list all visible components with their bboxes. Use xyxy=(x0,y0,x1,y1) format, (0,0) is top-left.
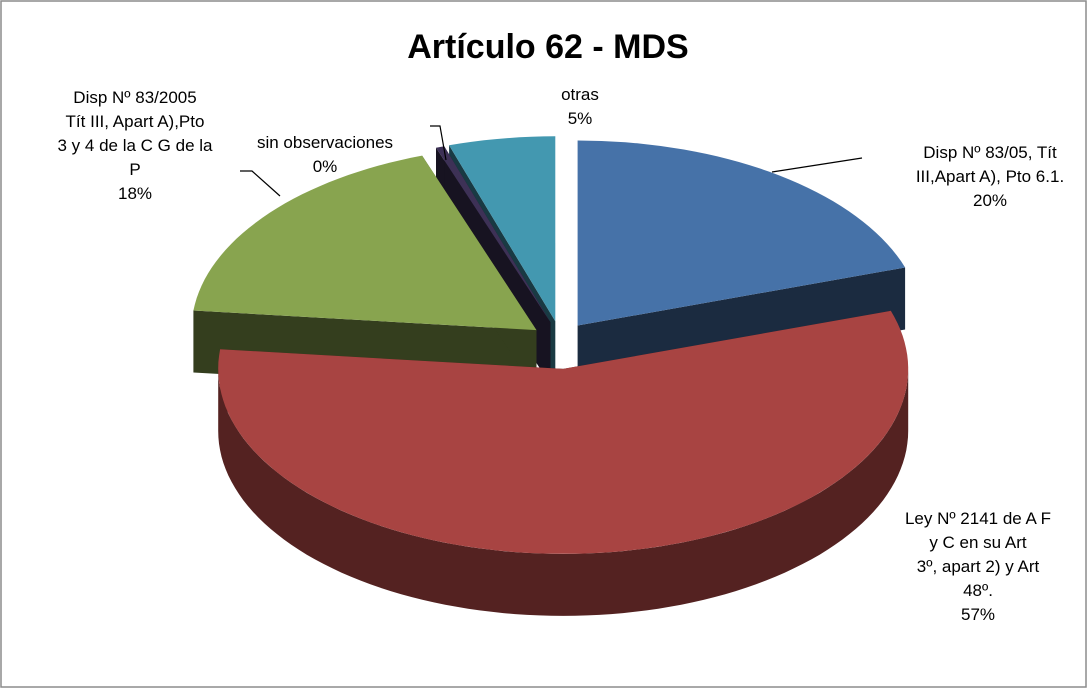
data-label-line: III,Apart A), Pto 6.1. xyxy=(916,167,1064,186)
leader-line xyxy=(240,170,281,197)
data-label-line: y C en su Art xyxy=(929,533,1027,552)
data-label-line: sin observaciones xyxy=(257,133,393,152)
data-label: Ley Nº 2141 de A F y C en su Art 3º, apart… xyxy=(905,509,1051,624)
data-label-line: 48º. xyxy=(963,581,993,600)
leader-line xyxy=(430,125,447,161)
data-label: sin observaciones 0% xyxy=(257,133,393,176)
data-label-line: 3º, apart 2) y Art xyxy=(917,557,1040,576)
slice-top xyxy=(193,155,537,331)
data-label-line: Disp Nº 83/2005 xyxy=(73,88,196,107)
data-label: otras 5% xyxy=(561,85,599,128)
leader-line xyxy=(771,157,863,173)
slice-top xyxy=(436,146,551,323)
data-label: Disp Nº 83/05, Tít III,Apart A), Pto 6.1.… xyxy=(916,143,1064,210)
slice-top xyxy=(218,310,909,554)
data-label-value: 0% xyxy=(313,157,338,176)
data-label-line: Ley Nº 2141 de A F xyxy=(905,509,1051,528)
data-label-line: otras xyxy=(561,85,599,104)
chart-title: Artículo 62 - MDS xyxy=(407,28,688,66)
slice-top xyxy=(449,136,556,322)
data-label-line: Disp Nº 83/05, Tít xyxy=(923,143,1057,162)
data-label-value: 18% xyxy=(118,184,152,203)
slice-outer-wall xyxy=(218,368,909,616)
data-label-value: 57% xyxy=(961,605,995,624)
data-label-value: 5% xyxy=(568,109,593,128)
data-label-value: 20% xyxy=(973,191,1007,210)
data-label-line: P xyxy=(129,160,140,179)
data-label-line: 3 y 4 de la C G de la xyxy=(58,136,214,155)
data-label-line: Tít III, Apart A),Pto xyxy=(66,112,205,131)
slice-top xyxy=(577,140,906,326)
data-label: Disp Nº 83/2005 Tít III, Apart A),Pto 3 y … xyxy=(58,88,214,203)
slice xyxy=(218,310,909,616)
